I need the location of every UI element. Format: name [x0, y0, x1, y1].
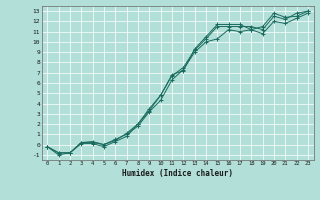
X-axis label: Humidex (Indice chaleur): Humidex (Indice chaleur)	[122, 169, 233, 178]
